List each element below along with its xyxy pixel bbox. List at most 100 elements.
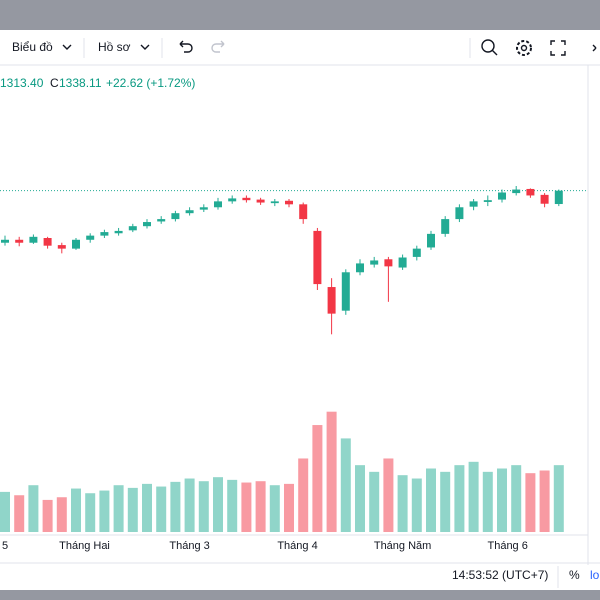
- legend-low: 1313.40: [0, 76, 44, 90]
- candle-body: [214, 201, 222, 208]
- volume-bar: [127, 487, 138, 532]
- volume-bar: [14, 495, 25, 532]
- candle-body: [1, 239, 9, 243]
- x-tick-label: Tháng 4: [277, 540, 317, 552]
- candle-body: [327, 287, 336, 314]
- volume-bar: [397, 475, 408, 532]
- candle-body: [285, 200, 293, 205]
- chart-menu[interactable]: Biểu đồ: [12, 40, 53, 54]
- candle-body: [157, 219, 166, 222]
- candle-body: [554, 190, 563, 205]
- volume-bar: [369, 471, 380, 532]
- volume-bar: [269, 485, 280, 532]
- candle-body: [72, 239, 80, 249]
- zoom-button[interactable]: [481, 39, 495, 53]
- candle-body: [370, 260, 379, 265]
- volume-bar: [56, 497, 67, 532]
- volume-bar: [482, 471, 493, 532]
- volume-bar: [440, 471, 451, 532]
- candle-body: [398, 257, 407, 268]
- candle-body: [469, 201, 478, 207]
- volume-bar: [312, 425, 323, 532]
- x-tick-label: Tháng 3: [169, 540, 209, 552]
- volume-bar: [198, 481, 209, 532]
- profile-menu[interactable]: Hồ sơ: [98, 40, 131, 54]
- log-toggle[interactable]: lo: [590, 568, 600, 582]
- candle-body: [270, 201, 279, 204]
- legend-change: +22.62 (+1.72%): [106, 76, 195, 90]
- candle-body: [199, 207, 208, 210]
- volume-bar: [511, 465, 522, 532]
- volume-bar: [156, 486, 167, 532]
- candle-body: [341, 272, 350, 311]
- candle-body: [313, 230, 322, 285]
- volume-bar: [42, 499, 53, 532]
- candle-body: [228, 198, 237, 202]
- chart-menu-caret: [62, 44, 72, 50]
- undo-button[interactable]: [179, 40, 193, 53]
- volume-bar: [340, 438, 351, 532]
- volume-bar: [468, 461, 479, 532]
- volume-bar: [553, 465, 564, 532]
- percent-toggle[interactable]: %: [569, 568, 580, 582]
- volume-bar: [525, 473, 536, 532]
- volume-bar: [497, 468, 507, 532]
- candle-body: [299, 204, 308, 220]
- volume-bar: [411, 478, 422, 532]
- volume-bar: [298, 458, 309, 532]
- fullscreen-button[interactable]: [550, 40, 566, 56]
- profile-menu-caret: [140, 44, 150, 50]
- candle-body: [43, 238, 52, 246]
- candle-body: [512, 189, 521, 194]
- volume-bar: [284, 483, 294, 532]
- candle-body: [86, 235, 95, 240]
- x-tick-label: 5: [2, 540, 8, 552]
- volume-bar: [213, 477, 223, 532]
- candle-body: [384, 259, 393, 267]
- volume-bar: [241, 482, 252, 532]
- candle-body: [143, 222, 151, 227]
- volume-bar: [113, 485, 124, 532]
- candle-body: [540, 194, 549, 204]
- more-button[interactable]: [592, 44, 597, 52]
- volume-bar: [184, 478, 195, 532]
- volume-bar: [99, 490, 110, 532]
- candle-body: [128, 226, 137, 231]
- settings-button[interactable]: [516, 40, 532, 56]
- candle-body: [455, 207, 464, 220]
- volume-bar: [0, 491, 10, 532]
- candle-body: [356, 263, 364, 273]
- x-tick-label: Tháng 6: [487, 540, 527, 552]
- candle-body: [114, 230, 123, 234]
- volume-bar: [326, 411, 337, 532]
- candle-body: [242, 197, 251, 201]
- window-top: [0, 0, 600, 30]
- volume-bar: [85, 493, 96, 532]
- x-tick-label: Tháng Năm: [374, 540, 431, 552]
- volume-bar: [227, 479, 238, 532]
- candle-body: [171, 213, 180, 220]
- candle-body: [483, 200, 492, 202]
- window-bottom: [0, 590, 600, 600]
- legend-close-prefix: C: [50, 76, 59, 90]
- x-tick-label: Tháng Hai: [59, 540, 110, 552]
- volume-bar: [426, 468, 436, 532]
- candle-body: [526, 188, 535, 196]
- volume-bar: [71, 488, 81, 532]
- candle-body: [441, 219, 450, 234]
- volume-bar: [454, 465, 465, 532]
- candle-body: [15, 239, 24, 243]
- clock: 14:53:52 (UTC+7): [452, 568, 548, 582]
- candle-body: [427, 233, 435, 248]
- volume-bar: [355, 465, 365, 532]
- legend-close: 1338.11: [59, 76, 102, 90]
- candle-body: [412, 248, 421, 257]
- candle-body: [100, 232, 109, 236]
- volume-bar: [255, 481, 266, 532]
- candle-body: [29, 236, 38, 243]
- candle-body: [57, 245, 66, 249]
- candle-body: [256, 199, 265, 203]
- redo-button[interactable]: [211, 40, 225, 53]
